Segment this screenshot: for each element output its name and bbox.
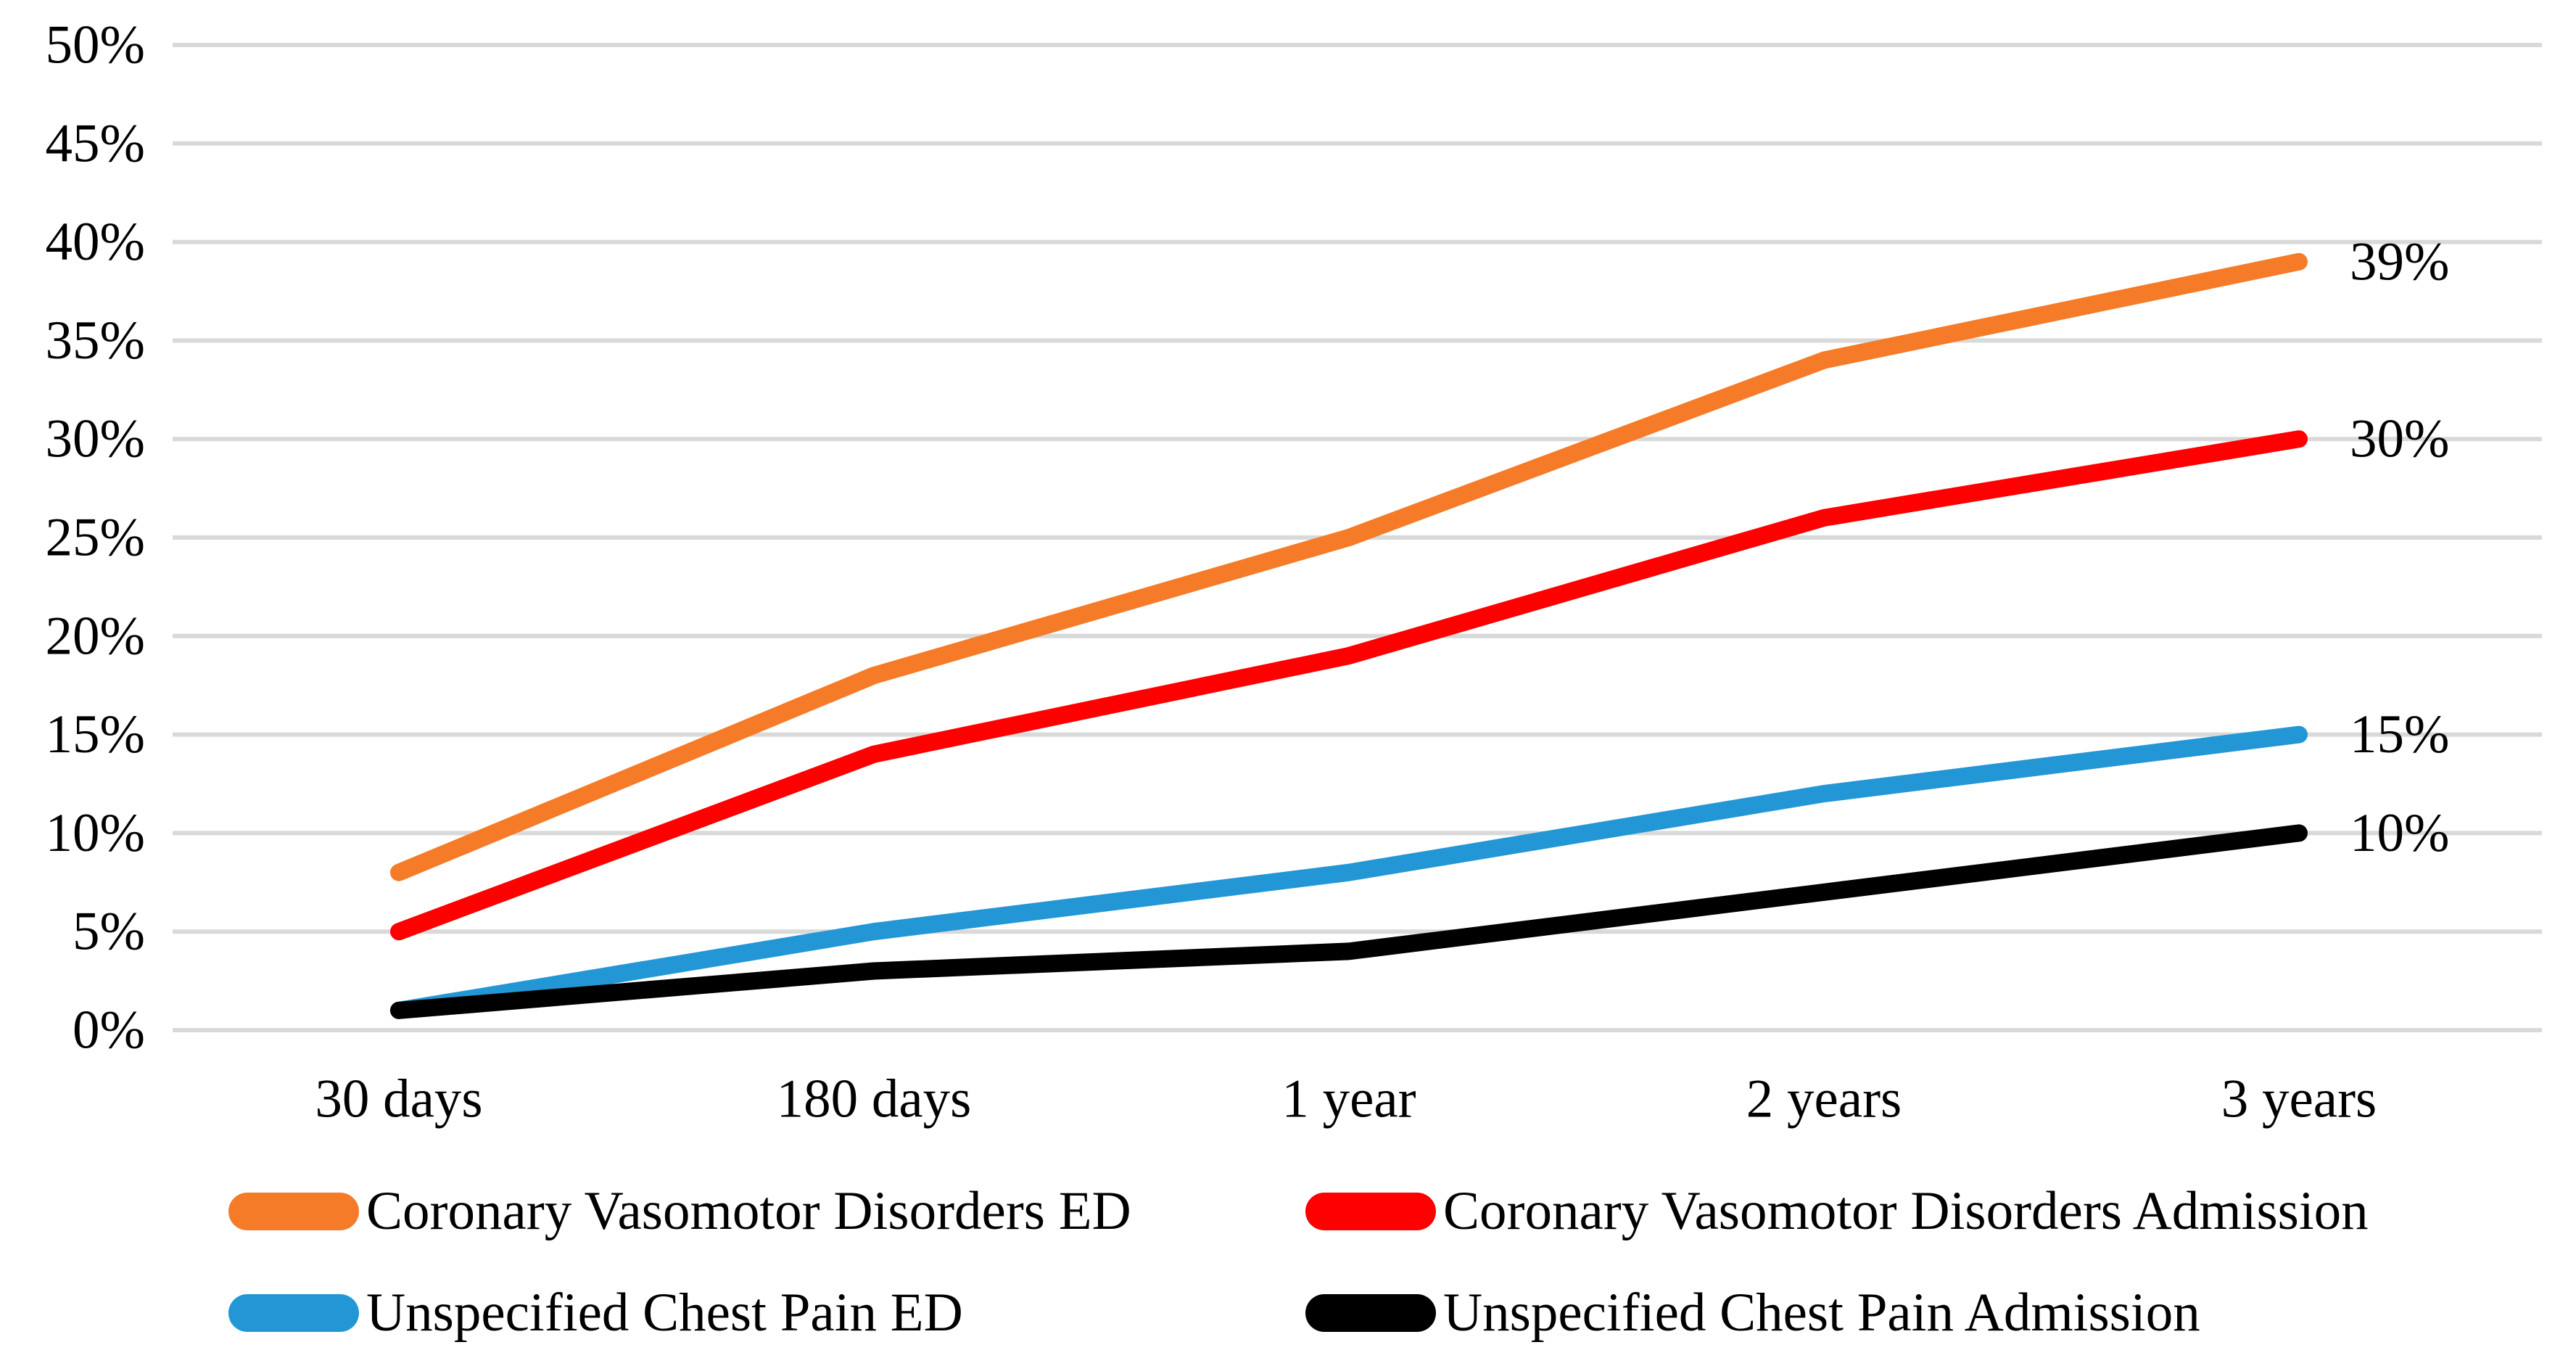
- y-axis-tick-label: 5%: [73, 902, 145, 962]
- legend-item-coronary-vasomotor-ed: Coronary Vasomotor Disorders ED: [228, 1179, 1131, 1244]
- y-axis-tick-label: 35%: [46, 310, 145, 371]
- series-line: [390, 725, 2308, 1019]
- series-line: [390, 824, 2308, 1019]
- x-axis-tick-label: 180 days: [777, 1069, 972, 1129]
- series-end-value-label: 30%: [2350, 409, 2449, 469]
- legend-swatch-blue: [228, 1294, 359, 1332]
- series-line: [390, 430, 2308, 941]
- y-axis-tick-label: 15%: [46, 704, 145, 765]
- series-end-value-label: 39%: [2350, 231, 2449, 292]
- series-line: [390, 252, 2308, 881]
- legend-label-coronary-vasomotor-ed: Coronary Vasomotor Disorders ED: [366, 1181, 1131, 1241]
- legend-label-coronary-vasomotor-admission: Coronary Vasomotor Disorders Admission: [1443, 1181, 2369, 1241]
- x-axis-tick-label: 1 year: [1281, 1069, 1416, 1129]
- legend-item-unspecified-chest-pain-ed: Unspecified Chest Pain ED: [228, 1280, 963, 1346]
- y-axis-tick-label: 25%: [46, 508, 145, 568]
- y-axis-tick-label: 10%: [46, 803, 145, 863]
- legend-item-unspecified-chest-pain-admission: Unspecified Chest Pain Admission: [1305, 1280, 2200, 1346]
- legend-item-coronary-vasomotor-admission: Coronary Vasomotor Disorders Admission: [1305, 1179, 2369, 1244]
- x-axis-tick-label: 3 years: [2221, 1069, 2377, 1129]
- x-axis-tick-label: 2 years: [1746, 1069, 1902, 1129]
- legend-swatch-red: [1305, 1193, 1436, 1230]
- y-axis-tick-label: 20%: [46, 606, 145, 666]
- series-end-value-label: 10%: [2350, 803, 2449, 863]
- legend-label-unspecified-chest-pain-admission: Unspecified Chest Pain Admission: [1443, 1283, 2200, 1343]
- y-axis-tick-label: 30%: [46, 409, 145, 469]
- y-axis-tick-label: 45%: [46, 113, 145, 173]
- legend-swatch-black: [1305, 1294, 1436, 1332]
- x-axis-tick-label: 30 days: [315, 1069, 482, 1129]
- legend-swatch-orange: [228, 1193, 359, 1230]
- y-axis-tick-label: 40%: [46, 212, 145, 272]
- y-axis-tick-label: 50%: [46, 15, 145, 75]
- y-axis-tick-label: 0%: [73, 1000, 145, 1061]
- legend-label-unspecified-chest-pain-ed: Unspecified Chest Pain ED: [366, 1283, 963, 1343]
- series-end-value-label: 15%: [2350, 704, 2449, 765]
